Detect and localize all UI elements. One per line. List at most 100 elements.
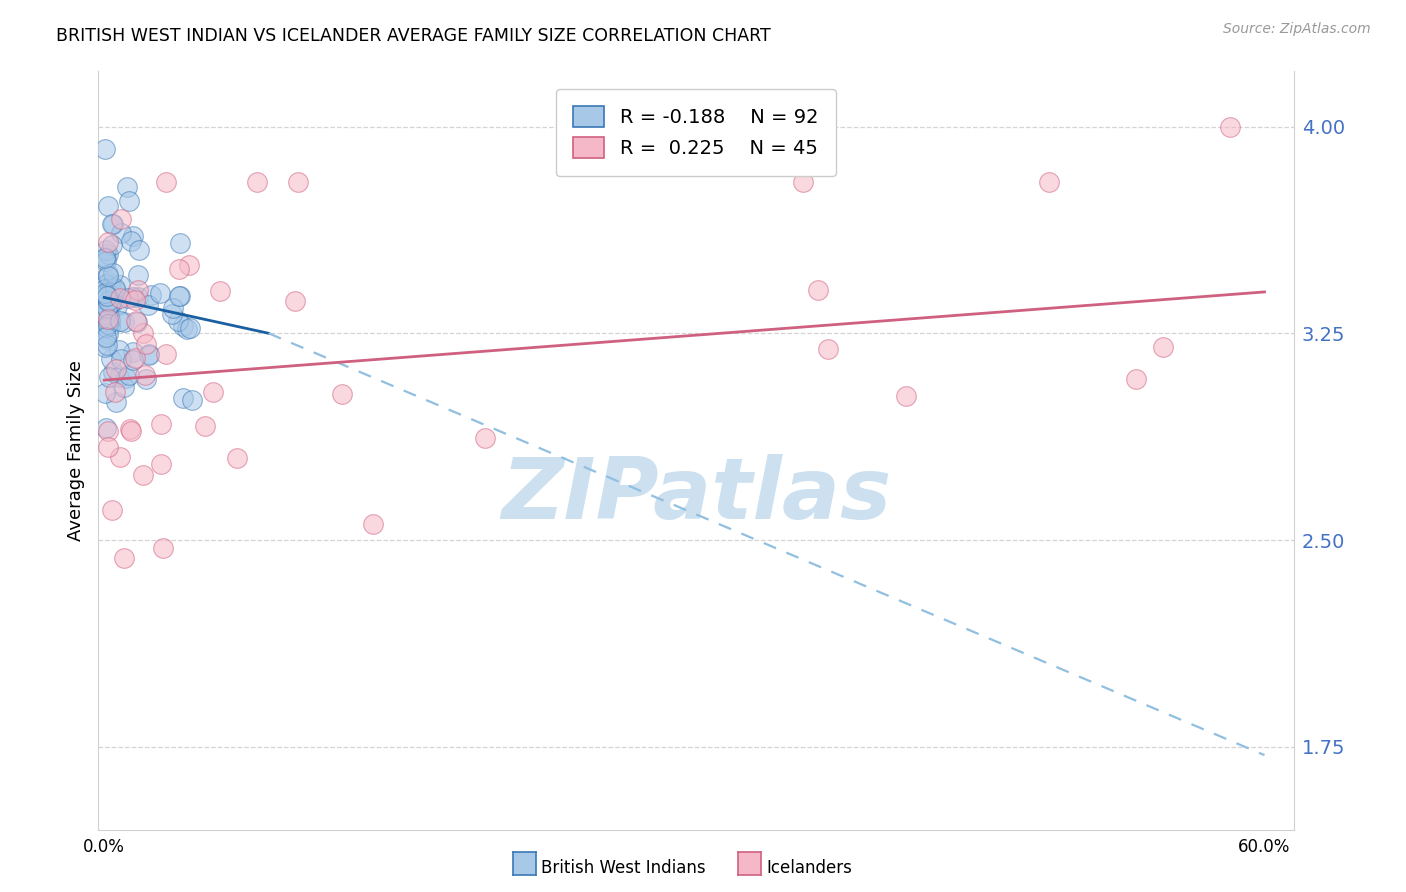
Point (1219, 120, 1241, 134)
Point (94, 282, 117, 296)
Point (94, 285, 117, 300)
Point (94, 301, 117, 316)
Point (94, 421, 117, 435)
Point (1125, 372, 1147, 386)
Point (112, 550, 135, 565)
Point (94, 251, 117, 265)
Point (98, 319, 121, 334)
Point (287, 175, 309, 189)
Point (104, 283, 127, 297)
Point (172, 318, 194, 333)
Point (101, 217, 124, 231)
Point (128, 243, 150, 257)
Point (100, 351, 122, 366)
Point (117, 291, 139, 305)
Point (110, 211, 132, 226)
Point (792, 175, 814, 189)
Point (474, 431, 496, 445)
Point (138, 346, 160, 360)
Point (141, 288, 163, 302)
Point (104, 281, 127, 295)
Point (97, 309, 120, 323)
Point (226, 451, 249, 466)
Point (131, 326, 153, 340)
Y-axis label: Average Family Size: Average Family Size (66, 360, 84, 541)
Point (172, 391, 194, 405)
Point (103, 365, 125, 379)
Point (160, 307, 183, 321)
Point (96, 288, 118, 302)
Point (96, 267, 118, 281)
Point (118, 368, 141, 383)
Point (1152, 340, 1174, 354)
Point (194, 419, 217, 434)
Point (105, 395, 128, 409)
Point (94, 302, 117, 317)
Point (98, 369, 121, 384)
Point (246, 175, 269, 189)
Point (96, 301, 118, 316)
Text: Icelanders: Icelanders (766, 859, 852, 877)
Point (96, 277, 118, 291)
Text: Source: ZipAtlas.com: Source: ZipAtlas.com (1223, 22, 1371, 37)
Point (135, 337, 157, 351)
Point (97, 326, 120, 341)
Point (115, 371, 138, 385)
Point (94, 330, 117, 344)
Point (149, 417, 172, 432)
Text: BRITISH WEST INDIAN VS ICELANDER AVERAGE FAMILY SIZE CORRELATION CHART: BRITISH WEST INDIAN VS ICELANDER AVERAGE… (56, 27, 770, 45)
Point (177, 258, 200, 272)
Point (97, 246, 120, 260)
Point (167, 262, 190, 277)
Point (94, 340, 117, 354)
Point (97, 268, 120, 283)
Point (124, 293, 146, 307)
Point (120, 235, 142, 249)
Point (208, 284, 231, 298)
Legend: R = -0.188    N = 92, R =  0.225    N = 45: R = -0.188 N = 92, R = 0.225 N = 45 (555, 88, 837, 176)
Point (121, 290, 143, 304)
Point (121, 353, 143, 368)
Point (103, 290, 125, 304)
Text: British West Indians: British West Indians (541, 859, 706, 877)
Point (97, 440, 120, 454)
Point (125, 315, 148, 329)
Point (96, 316, 118, 330)
Point (96, 332, 118, 346)
Point (108, 370, 131, 384)
Point (108, 278, 131, 293)
Point (94, 142, 117, 156)
Point (136, 297, 159, 311)
Point (101, 237, 124, 252)
Point (96, 254, 118, 268)
Point (363, 516, 385, 531)
Point (167, 288, 190, 302)
Point (120, 422, 142, 436)
Point (100, 277, 122, 292)
Point (101, 294, 124, 309)
Point (169, 235, 191, 250)
Point (127, 290, 149, 304)
Point (181, 393, 204, 408)
Point (150, 457, 173, 471)
Point (1038, 175, 1060, 189)
Point (94, 308, 117, 322)
Point (110, 351, 132, 366)
Point (149, 285, 172, 300)
Point (112, 380, 135, 394)
Point (132, 468, 155, 483)
Point (94, 243, 117, 257)
Point (124, 351, 146, 365)
Point (817, 342, 839, 356)
Point (104, 384, 127, 399)
Point (122, 228, 145, 243)
Point (101, 290, 124, 304)
Point (97, 198, 120, 212)
Point (105, 299, 128, 313)
Point (94, 288, 117, 302)
Point (155, 175, 177, 189)
Point (94, 312, 117, 326)
Point (201, 385, 224, 400)
Point (96, 319, 118, 334)
Point (120, 424, 142, 438)
